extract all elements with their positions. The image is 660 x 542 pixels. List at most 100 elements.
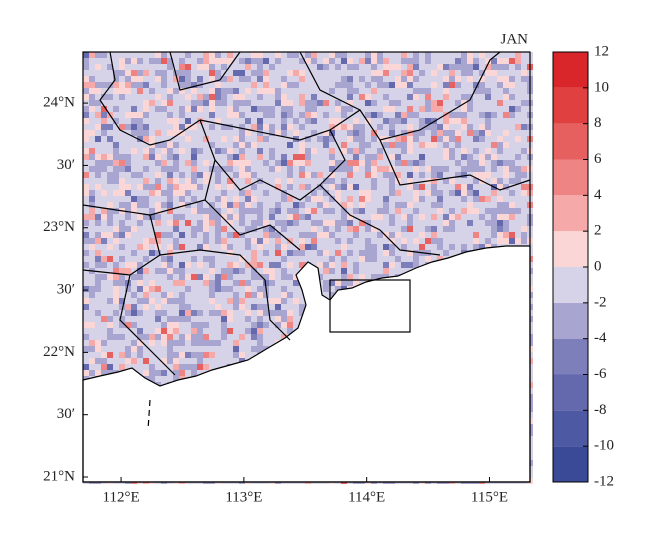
field-cell [287,148,293,154]
field-cell [233,310,239,316]
field-cell [125,64,131,70]
field-cell [473,184,479,190]
field-cell [497,118,503,124]
field-cell [323,142,329,148]
field-cell [383,214,389,220]
field-cell [479,220,485,226]
field-cell [125,328,131,334]
field-cell [419,160,425,166]
field-cell [365,196,371,202]
field-cell [95,64,101,70]
field-cell [449,136,455,142]
field-cell [215,70,221,76]
field-cell [443,100,449,106]
field-cell [155,226,161,232]
field-cell [191,82,197,88]
field-cell [491,178,497,184]
field-cell [89,316,95,322]
field-cell [383,130,389,136]
field-cell [371,88,377,94]
field-cell [167,172,173,178]
field-cell [311,196,317,202]
field-cell [299,208,305,214]
field-cell [209,130,215,136]
field-cell [305,100,311,106]
field-cell [263,310,269,316]
field-cell [401,178,407,184]
field-cell [167,310,173,316]
field-cell [491,88,497,94]
field-cell [233,226,239,232]
field-cell [317,232,323,238]
field-cell [509,64,515,70]
field-cell [467,244,473,250]
field-cell [299,310,305,316]
field-cell [245,190,251,196]
field-cell [371,184,377,190]
field-cell [251,70,257,76]
field-cell [305,178,311,184]
field-cell [329,250,335,256]
field-cell [419,70,425,76]
field-cell [275,238,281,244]
field-cell [473,196,479,202]
field-cell [149,370,155,376]
field-cell [485,142,491,148]
field-cell [299,238,305,244]
field-cell [227,268,233,274]
field-cell [101,370,107,376]
field-cell [311,118,317,124]
field-cell [503,166,509,172]
field-cell [95,286,101,292]
field-cell [233,250,239,256]
field-cell [239,142,245,148]
field-cell [161,64,167,70]
field-cell [215,58,221,64]
field-cell [413,88,419,94]
field-cell [191,268,197,274]
field-cell [227,298,233,304]
field-cell [287,280,293,286]
field-cell [521,238,527,244]
field-cell [173,142,179,148]
field-cell [269,244,275,250]
field-cell [323,190,329,196]
field-cell [131,94,137,100]
field-cell [503,100,509,106]
field-cell [293,112,299,118]
field-cell [347,112,353,118]
field-cell [107,208,113,214]
field-cell [257,94,263,100]
field-cell [251,340,257,346]
field-cell [509,118,515,124]
field-cell [257,208,263,214]
field-cell [203,106,209,112]
field-cell [95,226,101,232]
field-cell [179,124,185,130]
field-cell [329,190,335,196]
field-cell [167,346,173,352]
field-cell [227,94,233,100]
field-cell [119,124,125,130]
field-cell [359,268,365,274]
field-cell [419,208,425,214]
field-cell [143,142,149,148]
field-cell [377,124,383,130]
field-cell [227,88,233,94]
field-cell [119,94,125,100]
field-cell [221,202,227,208]
field-cell [179,262,185,268]
field-cell [293,220,299,226]
field-cell [371,82,377,88]
field-cell [239,106,245,112]
field-cell [293,268,299,274]
field-cell [113,298,119,304]
field-cell [359,124,365,130]
field-cell [131,112,137,118]
field-cell [323,154,329,160]
field-cell [401,250,407,256]
field-cell [251,154,257,160]
field-cell [425,208,431,214]
field-cell [437,232,443,238]
field-cell [125,262,131,268]
